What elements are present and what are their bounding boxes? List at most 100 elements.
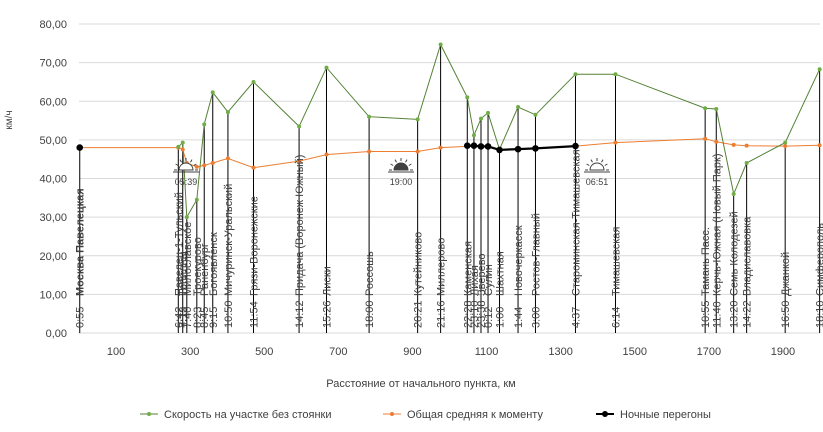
sun-time-label: 19:00	[390, 177, 413, 187]
x-tick-label: 100	[107, 346, 125, 358]
sunrise-icon	[173, 158, 199, 173]
speed-point	[714, 106, 719, 111]
station-time: 16:50	[780, 300, 792, 328]
station-name: Грязи-Воронежские	[249, 196, 261, 296]
station-name: Зверево	[476, 253, 488, 296]
station-name: Павелец-1-Тульский	[173, 192, 185, 296]
night-point	[463, 142, 471, 149]
station-time: 14:22	[742, 300, 754, 328]
sun-ray	[394, 159, 397, 163]
sunset-icon	[388, 158, 414, 173]
average-point	[225, 156, 230, 161]
speed-point	[486, 110, 491, 115]
legend-label: Скорость на участке без стоянки	[164, 409, 331, 421]
average-point	[367, 149, 372, 154]
station-time: 3:00	[530, 307, 542, 328]
night-point	[514, 145, 522, 153]
average-point	[415, 149, 420, 154]
station-name: Керчь-Южная (Новый Парк)	[711, 154, 723, 297]
station-name: Тамань Пасс.	[700, 227, 712, 296]
station-name: Раненбург	[199, 243, 211, 296]
sun-time-label: 06:51	[586, 177, 609, 187]
speed-point	[573, 72, 578, 77]
legend-label: Ночные перегоны	[620, 409, 711, 421]
sun-ray	[586, 163, 590, 166]
average-point	[703, 136, 708, 141]
speed-point	[478, 116, 483, 121]
station-time: 1:44	[513, 307, 525, 328]
station-time: 21:16	[436, 300, 448, 328]
station-name: Каменская	[462, 241, 474, 296]
station-time: 8:23	[192, 307, 204, 328]
station-name: Тимашевская	[610, 227, 622, 296]
night-point	[470, 142, 478, 149]
station-name: Симферополь	[815, 223, 823, 296]
sun-ray	[405, 159, 408, 163]
station-time: 9:15	[208, 307, 220, 328]
speed-point	[533, 112, 538, 117]
station-time: 7:13	[178, 307, 190, 328]
station-time: 0:12	[483, 307, 495, 328]
night-point	[76, 144, 84, 151]
speed-point	[225, 110, 230, 115]
sun-half	[589, 162, 605, 171]
sun-ray	[179, 159, 182, 163]
speed-point	[438, 42, 443, 47]
speed-point	[251, 79, 256, 84]
speed-point	[731, 191, 736, 196]
speed-point	[367, 114, 372, 119]
sun-ray	[590, 159, 593, 163]
station-time: 14:12	[294, 300, 306, 328]
station-name: Придача (Воронеж Южный)	[294, 155, 306, 296]
speed-point	[194, 197, 199, 202]
station-name: Староминская-Тимашевская	[570, 149, 582, 296]
y-tick-label: 20,00	[39, 251, 67, 263]
legend-swatch-marker	[602, 411, 608, 417]
night-point	[532, 145, 539, 152]
station-name: Джанкой	[780, 252, 792, 296]
x-tick-label: 1700	[697, 346, 721, 358]
x-tick-label: 1300	[548, 346, 572, 358]
x-tick-label: 500	[255, 346, 273, 358]
average-point	[817, 143, 822, 148]
station-time: 23:10	[469, 300, 481, 328]
speed-point	[516, 105, 521, 110]
legend-swatch-marker	[147, 412, 151, 416]
x-axis: 100 300 500 700 900 1100 1300 1500 1700 1900	[79, 332, 820, 358]
station-name: Ростов-Главный	[530, 213, 542, 296]
station-time: 0:55	[75, 307, 87, 328]
series-lines	[79, 43, 821, 219]
average-point	[714, 139, 719, 144]
speed-point	[176, 144, 181, 149]
x-tick-label: 1900	[771, 346, 795, 358]
average-point	[731, 142, 736, 147]
station-name: Миллерово	[436, 238, 448, 296]
y-tick-label: 60,00	[39, 96, 67, 108]
sun-half	[393, 162, 409, 171]
station-name: Лихая	[469, 265, 481, 296]
average-point	[194, 164, 199, 169]
average-point	[438, 145, 443, 150]
station-name: Милославское	[182, 222, 194, 296]
x-tick-label: 1100	[475, 346, 499, 358]
speed-point	[180, 140, 185, 145]
station-droplines	[79, 44, 821, 333]
night-point	[484, 143, 492, 150]
y-tick-label: 50,00	[39, 135, 67, 147]
legend-label: Общая средняя к моменту	[407, 409, 543, 421]
station-time: 23:38	[476, 300, 488, 328]
station-name: Мичуринск-Уральский	[223, 184, 235, 296]
station-name: Шахтная	[495, 251, 507, 296]
sun-ray	[190, 159, 193, 163]
y-tick-label: 80,00	[39, 19, 67, 31]
y-tick-label: 70,00	[39, 58, 67, 70]
station-name: Семь Колодезей	[729, 211, 741, 296]
station-name: Лиски	[321, 266, 333, 296]
sunrise-icon	[584, 158, 610, 173]
x-tick-label: 1500	[623, 346, 647, 358]
x-tick-label: 700	[329, 346, 347, 358]
speed-point	[817, 67, 822, 72]
average-point	[251, 165, 256, 170]
station-name: Богоявленск	[208, 232, 220, 296]
